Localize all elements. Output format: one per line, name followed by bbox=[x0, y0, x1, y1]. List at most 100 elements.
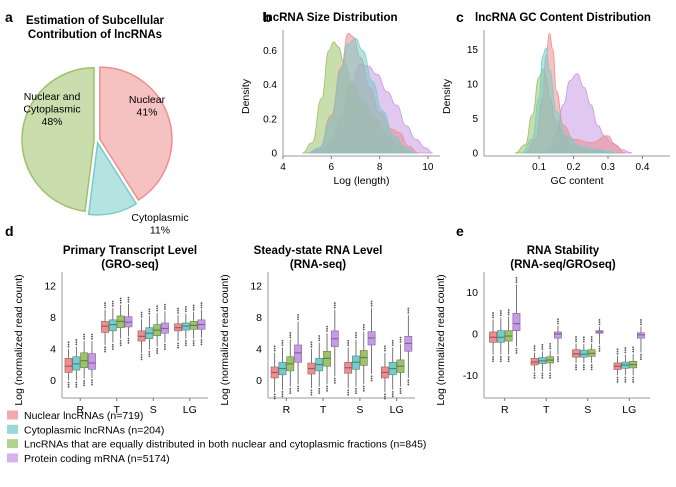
y-tick-label-c: 15 bbox=[467, 45, 479, 56]
outlier-dot bbox=[184, 344, 187, 347]
x-axis-label-b: Log (length) bbox=[333, 175, 389, 187]
outlier-dot bbox=[192, 344, 195, 347]
outlier-dot bbox=[533, 374, 536, 377]
outlier-dot bbox=[164, 343, 166, 346]
outlier-dot bbox=[598, 347, 601, 350]
outlier-dot bbox=[281, 393, 284, 396]
outlier-dot bbox=[127, 339, 130, 342]
outlier-dot bbox=[111, 343, 114, 346]
panel-label-b: b bbox=[263, 9, 272, 25]
outlier-dot bbox=[616, 378, 619, 381]
outlier-dot bbox=[140, 313, 143, 316]
outlier-dot bbox=[391, 395, 394, 398]
outlier-dot bbox=[492, 312, 494, 314]
outlier-dot bbox=[310, 393, 313, 396]
outlier-dot bbox=[370, 379, 373, 382]
outlier-dot bbox=[156, 352, 159, 355]
outlier-dot bbox=[624, 347, 627, 349]
outlier-dot bbox=[83, 380, 86, 382]
outlier-dot bbox=[549, 376, 552, 379]
outlier-dot bbox=[200, 306, 203, 309]
x-axis-label-c: GC content bbox=[550, 175, 603, 187]
outlier-dot bbox=[297, 318, 299, 321]
pie-slice-both bbox=[21, 67, 95, 213]
box-R-nuclear-d1 bbox=[64, 358, 73, 373]
outlier-dot bbox=[362, 387, 365, 390]
x-tick-label-d2: R bbox=[283, 404, 291, 416]
outlier-dot bbox=[156, 309, 159, 312]
outlier-dot bbox=[598, 319, 601, 321]
outlier-dot bbox=[177, 342, 179, 345]
outlier-dot bbox=[549, 372, 552, 375]
y-axis-label-d1: Log (normalized read count) bbox=[13, 274, 25, 405]
title-c: lncRNA GC Content Distribution bbox=[475, 12, 651, 24]
outlier-dot bbox=[164, 348, 166, 351]
x-tick-label-e: T bbox=[543, 404, 550, 416]
outlier-dot bbox=[384, 345, 386, 348]
outlier-dot bbox=[297, 316, 299, 318]
outlier-dot bbox=[391, 393, 394, 396]
outlier-dot bbox=[119, 299, 122, 302]
outlier-dot bbox=[119, 340, 122, 342]
box-S-cytoplasmic-e bbox=[579, 349, 588, 358]
outlier-dot bbox=[632, 376, 635, 379]
outlier-dot bbox=[184, 340, 187, 342]
outlier-dot bbox=[624, 378, 627, 381]
outlier-dot bbox=[557, 355, 559, 358]
pie-label-cytoplasmic-line-1: Cytoplasmic bbox=[131, 212, 188, 224]
outlier-dot bbox=[616, 348, 619, 351]
x-tick-label-b: 6 bbox=[329, 162, 335, 173]
outlier-dot bbox=[127, 337, 130, 340]
outlier-dot bbox=[164, 308, 166, 310]
outlier-dot bbox=[507, 311, 510, 314]
outlier-dot bbox=[533, 349, 536, 352]
outlier-dot bbox=[333, 304, 336, 307]
outlier-dot bbox=[297, 385, 299, 388]
outlier-dot bbox=[119, 342, 122, 345]
x-tick-label-d2: S bbox=[356, 404, 363, 416]
outlier-dot bbox=[632, 348, 635, 351]
y-tick-label-c: 0 bbox=[472, 149, 478, 160]
outlier-dot bbox=[590, 336, 593, 338]
outlier-dot bbox=[407, 309, 410, 312]
outlier-dot bbox=[590, 366, 593, 369]
outlier-dot bbox=[83, 337, 86, 340]
outlier-dot bbox=[326, 387, 328, 390]
box-R-protein-d1 bbox=[88, 353, 96, 370]
outlier-dot bbox=[67, 345, 70, 348]
outlier-dot bbox=[156, 350, 159, 352]
x-tick-label-b: 8 bbox=[377, 162, 383, 173]
outlier-dot bbox=[355, 392, 357, 395]
outlier-dot bbox=[575, 364, 577, 367]
outlier-dot bbox=[515, 349, 518, 352]
outlier-dot bbox=[67, 386, 70, 388]
outlier-dot bbox=[515, 279, 518, 281]
outlier-dot bbox=[557, 322, 559, 325]
outlier-dot bbox=[104, 350, 106, 353]
outlier-dot bbox=[384, 395, 386, 398]
outlier-dot bbox=[310, 389, 313, 392]
outlier-dot bbox=[362, 326, 365, 329]
outlier-dot bbox=[624, 351, 627, 354]
outlier-dot bbox=[590, 338, 593, 341]
outlier-dot bbox=[333, 306, 336, 309]
outlier-dot bbox=[200, 343, 203, 346]
outlier-dot bbox=[273, 397, 276, 400]
outlier-dot bbox=[575, 368, 577, 371]
panel-d1: d Primary Transcript Level (GRO-seq) R T S LG 0… bbox=[5, 223, 208, 416]
outlier-dot bbox=[281, 395, 284, 398]
outlier-dot bbox=[148, 310, 151, 313]
outlier-dot bbox=[177, 346, 179, 349]
outlier-dot bbox=[598, 345, 601, 348]
outlier-dot bbox=[83, 382, 86, 385]
title-e-line-2: (RNA-seq/GROseq) bbox=[510, 259, 616, 271]
outlier-dot bbox=[75, 343, 78, 346]
outlier-dot bbox=[362, 324, 365, 326]
outlier-dot bbox=[557, 318, 559, 321]
outlier-dot bbox=[318, 387, 321, 390]
outlier-dot bbox=[575, 366, 577, 369]
outlier-dot bbox=[192, 342, 195, 345]
outlier-dot bbox=[370, 302, 373, 305]
outlier-dot bbox=[370, 305, 373, 307]
